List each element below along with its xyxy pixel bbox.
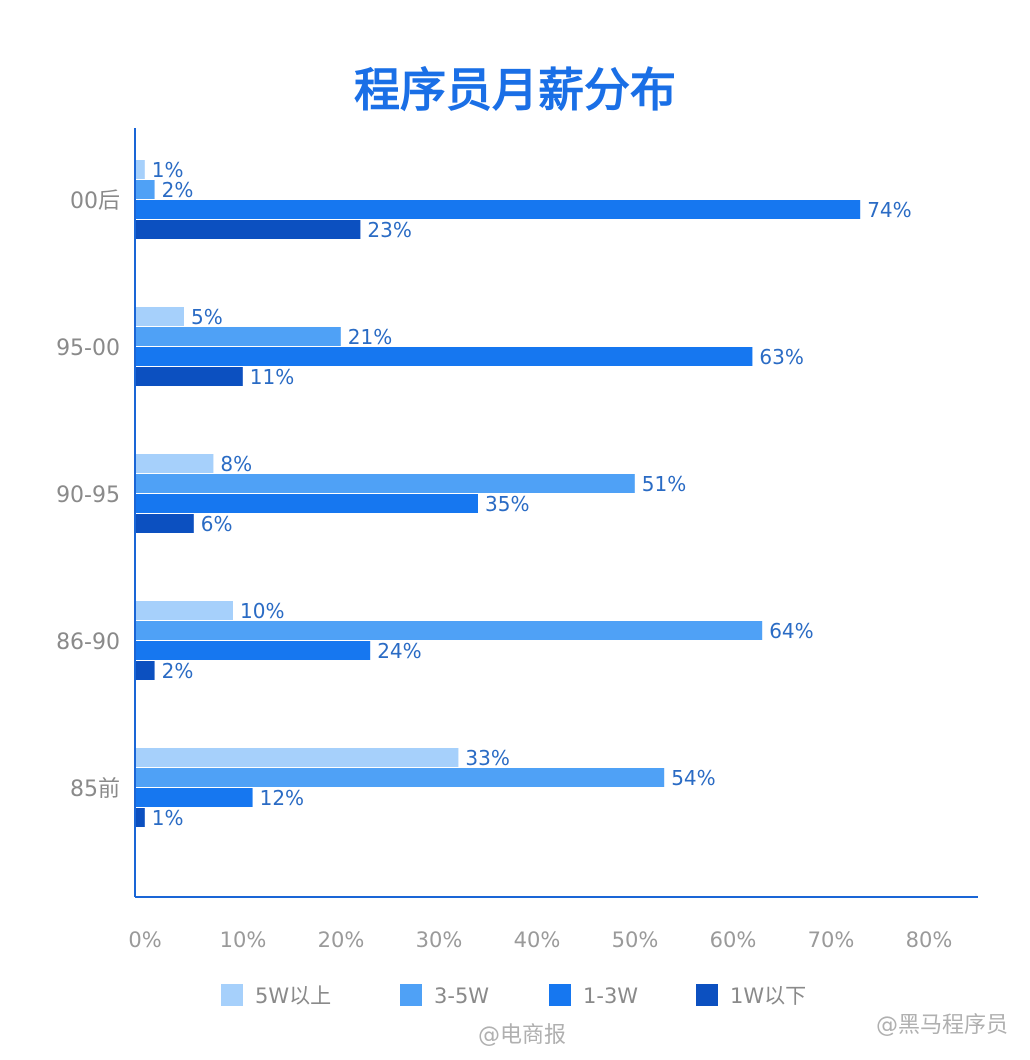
watermarks: @电商报 @黑马程序员 [478, 1013, 1008, 1048]
category-label-1: 95-00 [56, 336, 120, 361]
data-label-0-2: 74% [867, 198, 911, 222]
bar-1-3 [135, 367, 243, 386]
bar-1-1 [135, 327, 341, 346]
x-tick-label-4: 40% [514, 928, 561, 952]
bar-2-3 [135, 514, 194, 533]
data-label-3-2: 24% [377, 639, 421, 663]
x-tick-label-7: 70% [808, 928, 855, 952]
legend-label-0: 5W以上 [255, 984, 331, 1008]
data-label-4-1: 54% [671, 766, 715, 790]
data-label-0-1: 2% [162, 178, 194, 202]
bar-0-2 [135, 200, 861, 219]
x-tick-label-1: 10% [220, 928, 267, 952]
legend-label-3: 1W以下 [730, 984, 806, 1008]
chart-title: 程序员月薪分布 [354, 63, 676, 117]
bar-2-2 [135, 494, 478, 513]
x-tick-label-0: 0% [128, 928, 161, 952]
legend-swatch-1 [400, 984, 422, 1006]
bar-3-2 [135, 641, 371, 660]
bar-3-0 [135, 601, 233, 620]
bars-group [135, 160, 861, 827]
bar-1-2 [135, 347, 753, 366]
data-label-2-2: 35% [485, 492, 529, 516]
data-label-4-2: 12% [260, 786, 304, 810]
data-label-1-2: 63% [759, 345, 803, 369]
data-label-1-1: 21% [348, 325, 392, 349]
data-label-2-0: 8% [220, 452, 252, 476]
data-label-0-3: 23% [367, 218, 411, 242]
watermark-left: @电商报 [478, 1023, 566, 1048]
category-label-4: 85前 [70, 777, 120, 802]
legend-label-2: 1-3W [583, 984, 638, 1008]
x-tick-label-5: 50% [612, 928, 659, 952]
legend-swatch-3 [696, 984, 718, 1006]
data-label-4-3: 1% [152, 806, 184, 830]
data-label-4-0: 33% [465, 746, 509, 770]
x-tick-label-2: 20% [318, 928, 365, 952]
category-label-2: 90-95 [56, 483, 120, 508]
bar-4-2 [135, 788, 253, 807]
x-tick-label-6: 60% [710, 928, 757, 952]
axes-group [134, 128, 978, 898]
bar-0-3 [135, 220, 361, 239]
data-label-2-3: 6% [201, 512, 233, 536]
bar-4-1 [135, 768, 665, 787]
bar-2-0 [135, 454, 214, 473]
data-label-1-3: 11% [250, 365, 294, 389]
category-label-3: 86-90 [56, 630, 120, 655]
x-tick-label-8: 80% [906, 928, 953, 952]
data-label-3-0: 10% [240, 599, 284, 623]
category-labels-group: 00后 95-00 90-95 86-90 85前 [56, 189, 120, 802]
legend-swatch-2 [549, 984, 571, 1006]
watermark-right: @黑马程序员 [876, 1013, 1008, 1038]
bar-3-1 [135, 621, 763, 640]
legend-label-1: 3-5W [434, 984, 489, 1008]
bar-4-0 [135, 748, 459, 767]
bar-3-3 [135, 661, 155, 680]
bar-0-0 [135, 160, 145, 179]
data-label-2-1: 51% [642, 472, 686, 496]
bar-2-1 [135, 474, 635, 493]
data-label-0-0: 1% [152, 158, 184, 182]
legend: 5W以上 3-5W 1-3W 1W以下 [221, 984, 806, 1008]
category-label-0: 00后 [70, 189, 120, 214]
bar-0-1 [135, 180, 155, 199]
x-tick-labels-group: 0% 10% 20% 30% 40% 50% 60% 70% 80% [128, 928, 952, 952]
data-labels-group: 1%2%74%23%5%21%63%11%8%51%35%6%10%64%24%… [152, 158, 912, 830]
data-label-1-0: 5% [191, 305, 223, 329]
bar-4-3 [135, 808, 145, 827]
legend-swatch-0 [221, 984, 243, 1006]
x-tick-label-3: 30% [416, 928, 463, 952]
data-label-3-3: 2% [162, 659, 194, 683]
data-label-3-1: 64% [769, 619, 813, 643]
bar-1-0 [135, 307, 184, 326]
